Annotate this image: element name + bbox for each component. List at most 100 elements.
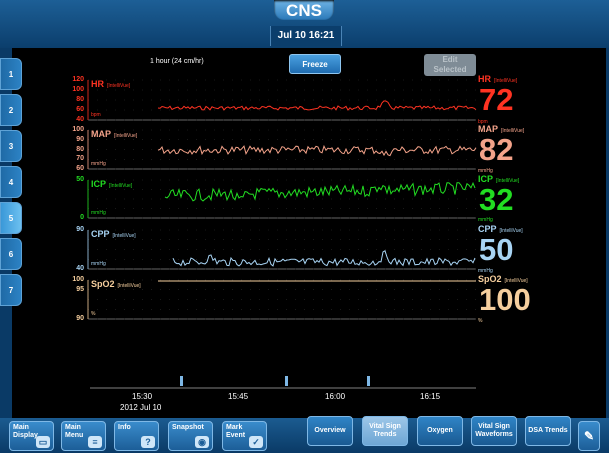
scale-label: 95	[76, 285, 84, 293]
vital-value-hr: 72	[479, 82, 514, 117]
view-tab-vital-sign-waveforms[interactable]: Vital Sign Waveforms	[471, 416, 517, 446]
scale-label: 100	[72, 86, 84, 93]
trace-source: [IntelliVue]	[109, 183, 133, 189]
help-icon: ?	[141, 436, 155, 448]
vital-source: [IntelliVue]	[494, 78, 518, 84]
event-marker	[285, 376, 288, 386]
trace-name: MAP	[91, 129, 111, 139]
mark-event-button[interactable]: Mark Event ✓	[222, 421, 267, 451]
view-tab-overview[interactable]: Overview	[307, 416, 353, 446]
side-tab-3[interactable]: 3	[0, 130, 22, 162]
scale-label: 40	[76, 116, 84, 123]
side-tab-2[interactable]: 2	[0, 94, 22, 126]
scale-label: 90	[76, 315, 84, 322]
main-display-button[interactable]: Main Display ▭	[9, 421, 54, 451]
scale-label: 120	[72, 76, 84, 83]
nav-label: Info	[118, 424, 131, 431]
vital-name-spo2: SpO2 [IntelliVue]	[478, 274, 528, 284]
app-logo: CNS	[274, 0, 334, 20]
trace-source: [IntelliVue]	[114, 133, 138, 139]
trace-source: [IntelliVue]	[117, 283, 141, 289]
trace-cpp	[172, 250, 476, 267]
trace-label-icp: ICP [IntelliVue]	[91, 179, 132, 189]
vital-source: [IntelliVue]	[501, 128, 525, 134]
side-tab-6[interactable]: 6	[0, 238, 22, 270]
scale-label: 0	[80, 214, 84, 221]
vital-value-icp: 32	[479, 182, 514, 217]
current-datetime: Jul 10 16:21	[270, 26, 342, 46]
trace-name: CPP	[91, 229, 110, 239]
nav-label: Main Menu	[65, 424, 84, 439]
scale-label: 90	[76, 135, 84, 143]
trace-label-cpp: CPP [IntelliVue]	[91, 229, 136, 239]
pen-icon[interactable]: ✎	[578, 421, 600, 451]
vital-unit: mmHg	[478, 168, 493, 174]
trace-icp	[164, 181, 476, 202]
time-tick-label: 16:00	[325, 392, 346, 401]
vital-name: CPP	[478, 224, 497, 234]
vital-name-map: MAP [IntelliVue]	[478, 124, 524, 134]
vital-source: [IntelliVue]	[504, 278, 528, 284]
trace-name: HR	[91, 79, 104, 89]
side-tab-4[interactable]: 4	[0, 166, 22, 198]
view-tab-dsa-trends[interactable]: DSA Trends	[525, 416, 571, 446]
main-menu-button[interactable]: Main Menu ≡	[61, 421, 106, 451]
trace-unit: mmHg	[91, 210, 106, 216]
scale-label: 70	[76, 155, 84, 163]
nav-label: Main Display	[13, 424, 38, 439]
vital-source: [IntelliVue]	[496, 178, 520, 184]
time-tick-label: 15:30	[132, 392, 153, 401]
nav-label: Snapshot	[172, 424, 204, 431]
view-tab-oxygen[interactable]: Oxygen	[417, 416, 463, 446]
info-button[interactable]: Info?	[114, 421, 159, 451]
trace-label-map: MAP [IntelliVue]	[91, 129, 137, 139]
trace-unit: mmHg	[91, 261, 106, 267]
edit-selected-label-1: Edit	[442, 55, 458, 64]
event-marker	[180, 376, 183, 386]
trace-unit: bpm	[91, 112, 101, 118]
scale-label: 100	[72, 276, 84, 283]
trace-label-hr: HR [IntelliVue]	[91, 79, 130, 89]
vital-name: SpO2	[478, 274, 502, 284]
vital-name: ICP	[478, 174, 494, 184]
scale-label: 40	[76, 265, 84, 272]
scale-label: 80	[76, 96, 84, 103]
vital-unit: %	[478, 318, 483, 324]
vital-name-hr: HR [IntelliVue]	[478, 74, 517, 84]
vital-value-map: 82	[479, 132, 514, 167]
vital-name: HR	[478, 74, 491, 84]
freeze-button[interactable]: Freeze	[289, 54, 341, 74]
vital-name-icp: ICP [IntelliVue]	[478, 174, 519, 184]
scale-label: 100	[72, 126, 84, 133]
vital-value-spo2: 100	[479, 282, 531, 317]
trace-unit: mmHg	[91, 161, 106, 167]
vital-name-cpp: CPP [IntelliVue]	[478, 224, 523, 234]
trace-label-spo2: SpO2 [IntelliVue]	[91, 279, 141, 289]
trace-name: SpO2	[91, 279, 115, 289]
trace-name: ICP	[91, 179, 107, 189]
menu-icon: ≡	[88, 436, 102, 448]
side-tab-7[interactable]: 7	[0, 274, 22, 306]
scale-label: 50	[76, 176, 84, 183]
trace-map	[157, 144, 477, 157]
edit-selected-label-2: Selected	[433, 65, 467, 74]
time-range-label: 1 hour (24 cm/hr)	[150, 58, 204, 65]
trace-source: [IntelliVue]	[112, 233, 136, 239]
check-icon: ✓	[249, 436, 263, 448]
side-tab-5[interactable]: 5	[0, 202, 22, 234]
scale-label: 80	[76, 145, 84, 153]
edit-selected-button[interactable]: Edit Selected	[424, 54, 476, 76]
time-tick-label: 16:15	[420, 392, 441, 401]
display-icon: ▭	[36, 436, 50, 448]
side-tab-1[interactable]: 1	[0, 58, 22, 90]
top-bar: CNS Jul 10 16:21	[0, 0, 609, 48]
snapshot-button[interactable]: Snapshot ◉	[168, 421, 213, 451]
view-tab-vital-sign-trends[interactable]: Vital Sign Trends	[362, 416, 408, 446]
time-axis-date: 2012 Jul 10	[120, 403, 162, 412]
camera-icon: ◉	[195, 436, 209, 448]
event-marker	[367, 376, 370, 386]
vital-value-cpp: 50	[479, 232, 514, 267]
trace-source: [IntelliVue]	[107, 83, 131, 89]
nav-label: Mark Event	[226, 424, 246, 439]
